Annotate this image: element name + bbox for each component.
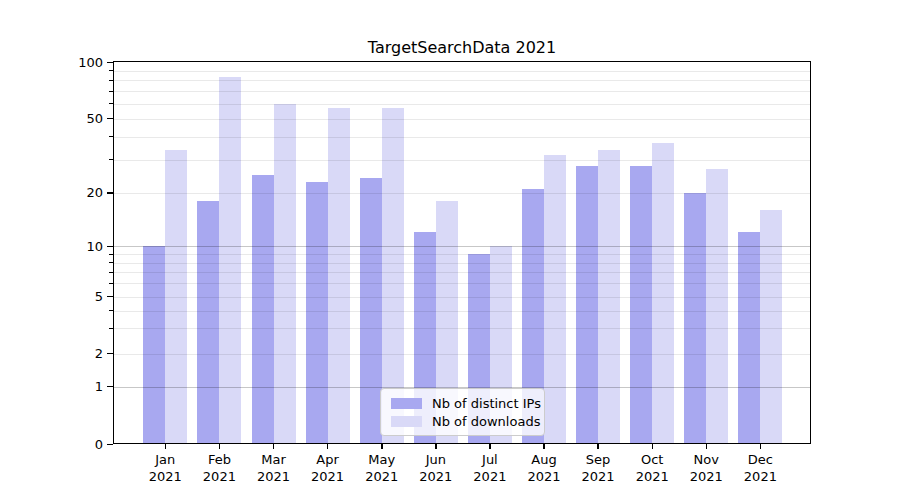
bar-aug-downloads <box>544 155 566 444</box>
x-tick-mark-jan <box>165 444 167 449</box>
x-tick-label-oct: Oct2021 <box>622 451 682 485</box>
x-tick-mark-jun <box>435 444 437 449</box>
chart-title: TargetSearchData 2021 <box>113 38 811 57</box>
bar-dec-ips <box>738 232 760 444</box>
plot-area <box>113 61 811 444</box>
bar-jan-downloads <box>165 150 187 444</box>
legend-item-distinct-ips: Nb of distinct IPs <box>381 396 544 411</box>
x-tick-label-jul: Jul2021 <box>460 451 520 485</box>
legend-item-downloads: Nb of downloads <box>381 414 544 429</box>
legend-swatch-downloads <box>391 416 422 427</box>
y-tick-label-1: 1 <box>55 379 103 394</box>
bars-layer <box>113 61 811 444</box>
y-tick-label-100: 100 <box>55 55 103 70</box>
x-tick-mark-feb <box>219 444 221 449</box>
bar-sep-downloads <box>598 150 620 444</box>
x-tick-label-feb: Feb2021 <box>189 451 249 485</box>
x-tick-label-may: May2021 <box>352 451 412 485</box>
legend-swatch-distinct-ips <box>391 398 422 409</box>
x-tick-label-sep: Sep2021 <box>568 451 628 485</box>
x-tick-mark-jul <box>489 444 491 449</box>
bar-mar-ips <box>252 175 274 444</box>
x-tick-mark-oct <box>652 444 654 449</box>
x-tick-label-mar: Mar2021 <box>244 451 304 485</box>
x-tick-label-aug: Aug2021 <box>514 451 574 485</box>
x-tick-mark-aug <box>543 444 545 449</box>
y-tick-label-2: 2 <box>55 346 103 361</box>
y-tick-label-50: 50 <box>55 111 103 126</box>
x-tick-mark-mar <box>273 444 275 449</box>
bar-feb-ips <box>197 201 219 444</box>
bar-nov-downloads <box>706 169 728 445</box>
legend-label-downloads: Nb of downloads <box>432 414 540 429</box>
bar-oct-ips <box>630 166 652 445</box>
x-tick-label-dec: Dec2021 <box>730 451 790 485</box>
x-tick-mark-apr <box>327 444 329 449</box>
x-tick-mark-may <box>381 444 383 449</box>
bar-oct-downloads <box>652 143 674 444</box>
x-tick-label-jun: Jun2021 <box>406 451 466 485</box>
y-tick-label-5: 5 <box>55 289 103 304</box>
bar-feb-downloads <box>219 77 241 444</box>
y-tick-label-10: 10 <box>55 239 103 254</box>
bar-apr-ips <box>306 182 328 445</box>
bar-jan-ips <box>143 246 165 444</box>
bar-nov-ips <box>684 193 706 444</box>
bar-apr-downloads <box>328 108 350 444</box>
bar-dec-downloads <box>760 210 782 444</box>
y-tick-label-20: 20 <box>55 185 103 200</box>
legend-label-distinct-ips: Nb of distinct IPs <box>432 396 541 411</box>
figure: TargetSearchData 2021 1005020105210 Jan2… <box>0 0 900 500</box>
x-tick-mark-dec <box>760 444 762 449</box>
x-tick-mark-sep <box>597 444 599 449</box>
x-tick-label-nov: Nov2021 <box>676 451 736 485</box>
x-tick-mark-nov <box>706 444 708 449</box>
bar-may-ips <box>360 178 382 444</box>
bar-sep-ips <box>576 166 598 445</box>
x-tick-label-jan: Jan2021 <box>135 451 195 485</box>
legend: Nb of distinct IPs Nb of downloads <box>380 388 545 436</box>
x-tick-label-apr: Apr2021 <box>298 451 358 485</box>
y-tick-label-0: 0 <box>55 437 103 452</box>
bar-mar-downloads <box>274 104 296 444</box>
